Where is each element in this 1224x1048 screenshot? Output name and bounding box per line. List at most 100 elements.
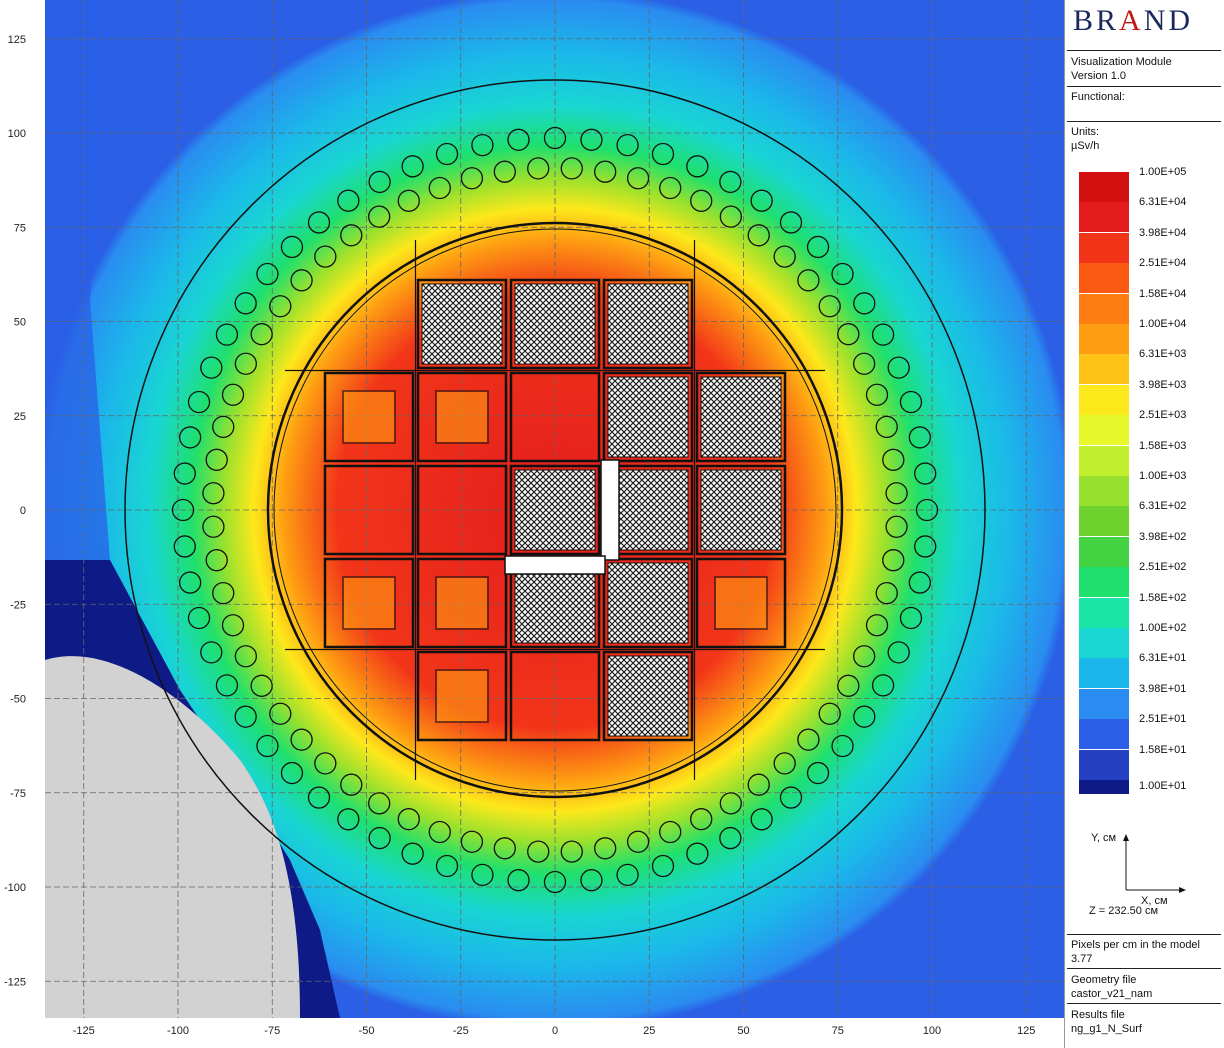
moderator-rod (686, 155, 709, 178)
fuel-channel-wall (416, 464, 508, 556)
legend-entry: 1.58E+01 (1079, 744, 1224, 780)
moderator-rod (428, 176, 451, 200)
moderator-rod (401, 155, 424, 178)
legend-label: 6.31E+03 (1139, 348, 1187, 361)
axes-indicator (1123, 834, 1186, 893)
moderator-rod (221, 614, 245, 637)
moderator-rod (806, 761, 830, 785)
moderator-rod (460, 830, 484, 853)
legend-swatch (1079, 324, 1129, 354)
legend-entry: 3.98E+03 (1079, 379, 1224, 415)
units-label: Units: (1071, 126, 1100, 138)
moderator-rod (560, 157, 583, 180)
geometry-file-label: Geometry file (1071, 974, 1137, 986)
fuel-channel-wall (602, 371, 694, 463)
legend-label: 2.51E+03 (1139, 409, 1187, 422)
moderator-rod (543, 126, 567, 150)
legend-entry: 3.98E+01 (1079, 683, 1224, 719)
legend-swatch (1079, 597, 1129, 628)
separator (1067, 1003, 1221, 1004)
fuel-assembly-mesh (514, 562, 596, 644)
y-axis-indicator-label: Y, см (1091, 832, 1117, 844)
legend-entry: 3.98E+04 (1079, 227, 1224, 263)
moderator-rod (899, 606, 923, 630)
moderator-rod (690, 189, 713, 212)
x-tick-label: -100 (167, 1025, 189, 1037)
fuel-channel-wall (416, 371, 508, 463)
fuel-channel-wall (602, 650, 694, 742)
moderator-rod (269, 295, 292, 318)
y-tick-label: -50 (10, 694, 26, 706)
fuel-assembly-mesh (514, 469, 596, 551)
fuel-channel-wall (509, 464, 601, 556)
moderator-rod (471, 133, 494, 157)
moderator-rod (234, 292, 257, 315)
moderator-rod (173, 535, 196, 558)
moderator-rod (368, 205, 391, 228)
y-tick-label: -25 (10, 599, 26, 611)
legend-entry: 1.58E+02 (1079, 592, 1224, 628)
fuel-basket-grid (285, 240, 825, 780)
separator (1067, 121, 1221, 122)
legend-entry: 1.00E+02 (1079, 622, 1224, 658)
moderator-rod (290, 728, 313, 751)
legend-label: 6.31E+02 (1139, 500, 1187, 513)
legend-entry: 1.00E+01 (1079, 780, 1224, 794)
fuel-assembly-box (714, 576, 768, 630)
legend-entry: 1.00E+04 (1079, 318, 1224, 354)
legend-entry: 6.31E+03 (1079, 348, 1224, 385)
moderator-rod (187, 606, 211, 630)
legend-swatch (1079, 719, 1129, 750)
module-name: Visualization Module (1071, 56, 1172, 68)
units-value: µSv/h (1071, 140, 1100, 152)
legend-swatch (1079, 172, 1129, 202)
moderator-rod (340, 773, 363, 796)
fuel-assembly-box (435, 669, 489, 723)
moderator-rod (401, 842, 424, 865)
separator (1067, 934, 1221, 935)
y-tick-label: 0 (20, 505, 26, 517)
legend-label: 1.00E+03 (1139, 470, 1187, 482)
moderator-rod (908, 571, 932, 594)
moderator-rod (397, 808, 420, 831)
moderator-rod (368, 170, 391, 194)
legend-swatch (1079, 202, 1129, 233)
fuel-assembly-box (342, 390, 396, 444)
legend-label: 6.31E+04 (1139, 196, 1187, 209)
dose-map-plot[interactable]: -125 -100 -75 -50 -25 0 25 50 75 100 125 125 100 75 50… (0, 0, 1064, 1048)
moderator-rod (307, 786, 331, 809)
legend-label: 6.31E+01 (1139, 652, 1187, 665)
moderator-rod (831, 734, 854, 758)
legend-entry: 6.31E+04 (1079, 196, 1224, 233)
fuel-channel-wall (602, 557, 694, 649)
moderator-rod (719, 205, 742, 228)
x-axis-band (0, 1018, 1064, 1048)
legend-label: 3.98E+04 (1139, 226, 1187, 239)
moderator-rod (887, 356, 910, 379)
fuel-assembly-mesh (700, 376, 782, 458)
y-axis-band (0, 0, 45, 1018)
legend-entry: 6.31E+01 (1079, 652, 1224, 689)
pixels-per-cm-value: 3.77 (1071, 953, 1093, 965)
moderator-rod (221, 383, 245, 406)
moderator-rod (747, 773, 770, 796)
basket-inner-boundary (273, 228, 837, 792)
legend-swatch (1079, 567, 1129, 598)
moderator-rod (747, 224, 770, 247)
moderator-rod (215, 674, 239, 697)
moderator-rod (853, 705, 876, 728)
moderator-rod (779, 211, 803, 234)
moderator-rod (212, 581, 235, 605)
fuel-channel-wall (323, 557, 415, 649)
moderator-rod (719, 170, 742, 194)
legend-swatch (1079, 688, 1129, 719)
fuel-assembly-mesh (607, 562, 689, 644)
moderator-rod (831, 262, 854, 286)
moderator-rod (340, 224, 363, 247)
y-tick-label: 125 (8, 34, 26, 46)
moderator-rod (205, 549, 228, 572)
moderator-rod (659, 820, 682, 844)
fuel-channel-wall (509, 278, 601, 370)
dose-map-canvas[interactable]: -125 -100 -75 -50 -25 0 25 50 75 100 125 125 100 75 50… (0, 0, 1064, 1048)
fuel-assembly-box (435, 576, 489, 630)
